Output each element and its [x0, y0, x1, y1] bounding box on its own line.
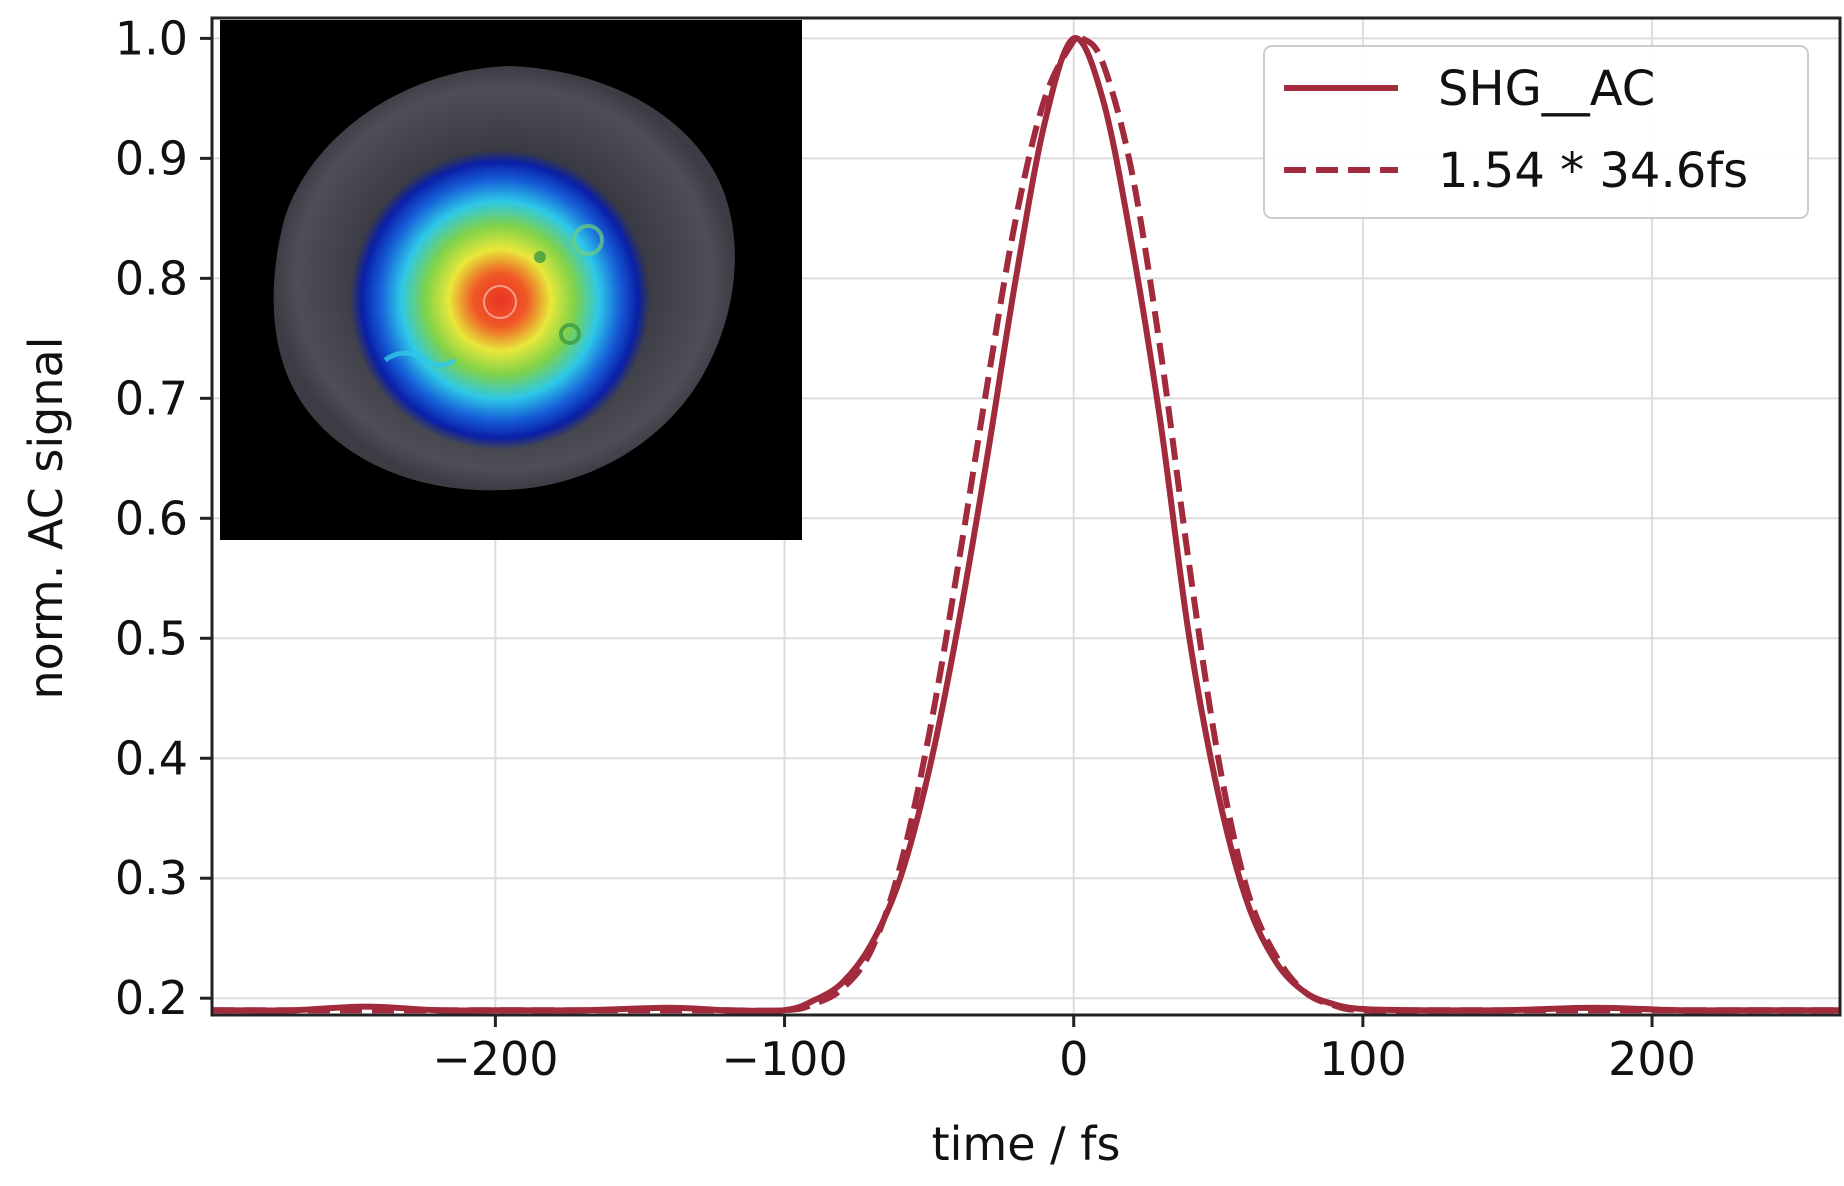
y-tick-label: 0.3: [115, 851, 188, 905]
y-tick-label: 0.4: [115, 731, 188, 785]
beam-core: [350, 150, 650, 450]
series-line-shg-ac: [212, 35, 1840, 1015]
x-axis: −200 −100 0 100 200: [432, 1015, 1696, 1086]
y-tick-label: 0.8: [115, 251, 188, 305]
legend: SHG__AC 1.54 * 34.6fs: [1263, 45, 1809, 219]
x-tick-label: 100: [1319, 1032, 1407, 1086]
x-axis-title: time / fs: [932, 1117, 1121, 1171]
beam-profile-inset: [220, 20, 802, 540]
legend-label-fit: 1.54 * 34.6fs: [1438, 143, 1748, 199]
x-tick-label: −200: [432, 1032, 558, 1086]
series-layer: [212, 31, 1840, 1015]
legend-label-shg-ac: SHG__AC: [1438, 61, 1655, 117]
y-axis-title: norm. AC signal: [19, 337, 73, 700]
x-tick-label: 0: [1059, 1032, 1088, 1086]
y-tick-label: 0.5: [115, 611, 188, 665]
y-tick-label: 0.9: [115, 131, 188, 185]
y-tick-label: 1.0: [115, 11, 188, 65]
legend-box: [1263, 45, 1809, 219]
y-tick-label: 0.7: [115, 371, 188, 425]
plot-frame: [210, 16, 1842, 1017]
y-tick-label: 0.2: [115, 971, 188, 1025]
y-tick-label: 0.6: [115, 491, 188, 545]
x-tick-label: 200: [1608, 1032, 1696, 1086]
y-axis: 0.2 0.3 0.4 0.5 0.6 0.7 0.8 0.9 1.0: [115, 11, 212, 1025]
x-tick-label: −100: [721, 1032, 847, 1086]
